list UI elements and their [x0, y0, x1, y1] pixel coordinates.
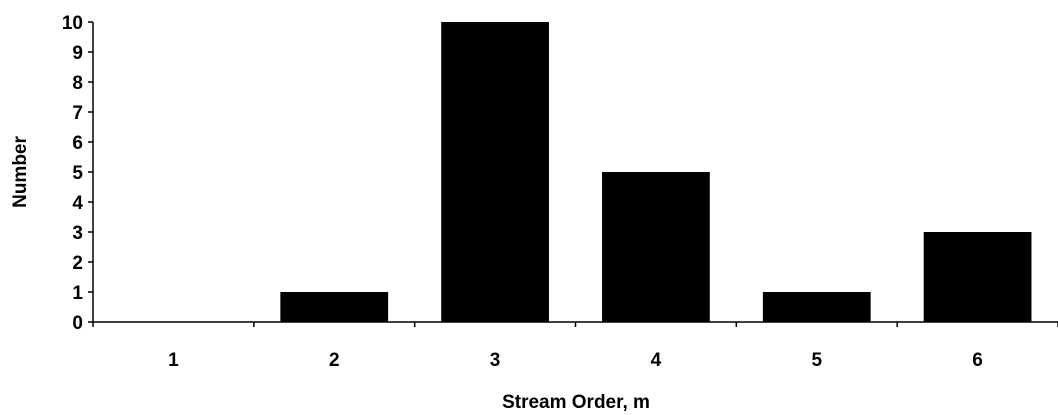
x-tick-label: 1: [168, 350, 179, 371]
y-tick-label: 6: [72, 133, 83, 154]
y-tick-label: 7: [72, 103, 83, 124]
bar-6: [923, 232, 1032, 322]
y-axis-title: Number: [10, 136, 31, 208]
y-tick-label: 4: [72, 193, 83, 214]
x-tick-label: 3: [490, 350, 501, 371]
y-tick-label: 2: [72, 253, 83, 274]
plot-area: 0 1 2 3 4 5 6 7 8 9 10 1 2 3 4 5 6: [62, 13, 1058, 371]
y-tick-label: 9: [72, 43, 83, 64]
y-tick-label: 5: [72, 163, 83, 184]
y-tick-label: 1: [72, 283, 83, 304]
y-tick-label: 0: [72, 313, 83, 334]
x-axis-title: Stream Order, m: [502, 392, 650, 413]
bar-3: [441, 22, 549, 322]
bars: [280, 22, 1032, 322]
y-axis-ticks: 0 1 2 3 4 5 6 7 8 9 10: [62, 13, 93, 334]
x-axis-ticks: 1 2 3 4 5 6: [92, 322, 1058, 371]
bar-4: [602, 172, 710, 322]
y-tick-label: 3: [72, 223, 83, 244]
y-tick-label: 10: [62, 13, 83, 34]
bar-5: [762, 292, 871, 322]
y-tick-label: 8: [72, 73, 83, 94]
x-tick-label: 6: [972, 350, 983, 371]
bar-2: [280, 292, 389, 322]
x-tick-label: 2: [329, 350, 340, 371]
x-tick-label: 5: [811, 350, 822, 371]
x-tick-label: 4: [651, 350, 662, 371]
